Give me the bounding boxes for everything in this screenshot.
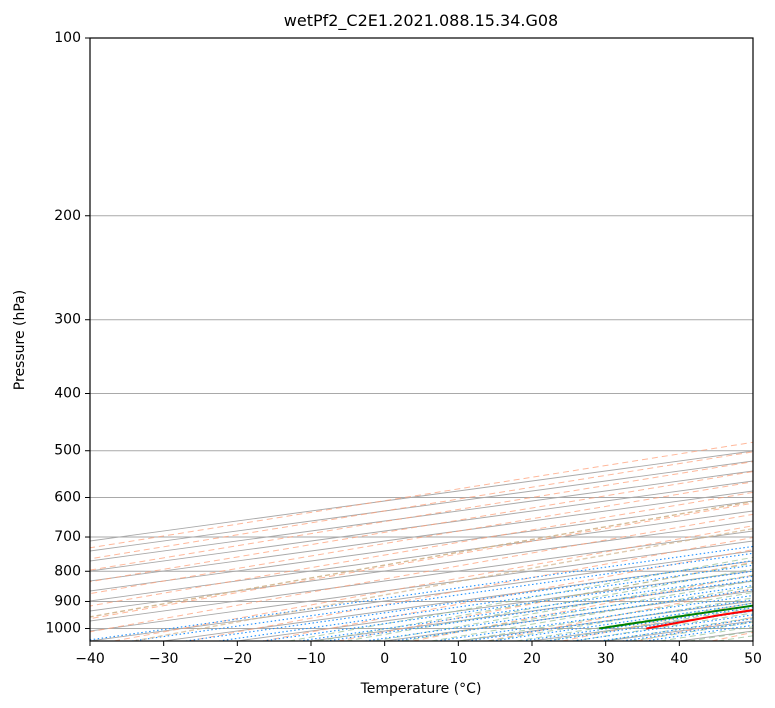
y-tick-label: 700 xyxy=(54,529,81,545)
x-tick-label: 50 xyxy=(744,651,762,667)
isotherm-line xyxy=(531,610,753,641)
dry-adiabat-line xyxy=(636,616,753,641)
y-axis-label: Pressure (hPa) xyxy=(12,290,28,390)
x-tick-label: 40 xyxy=(670,651,688,667)
y-axis-ticks: 1000 900 800 700 600 500 400 300 200 100 xyxy=(45,30,90,636)
x-tick-label: −40 xyxy=(75,651,105,667)
isotherm-line xyxy=(90,500,753,592)
moist-adiabat-line xyxy=(346,568,753,641)
moist-adiabat-line xyxy=(317,562,753,641)
isotherm-line xyxy=(90,450,753,542)
isotherm-line xyxy=(90,540,753,632)
isobar-gridlines xyxy=(90,38,753,629)
x-tick-label: 0 xyxy=(380,651,389,667)
moist-adiabat-line xyxy=(573,612,753,641)
y-tick-label: 600 xyxy=(54,489,81,505)
isotherm-line xyxy=(384,590,753,641)
isotherm-line xyxy=(90,490,753,582)
dry-adiabat-line xyxy=(114,525,753,641)
mixing-ratio-line xyxy=(365,584,753,641)
dry-adiabat-line xyxy=(338,561,753,641)
moist-adiabat-line xyxy=(431,586,753,641)
mixing-ratio-lines xyxy=(90,545,753,641)
y-tick-label: 500 xyxy=(54,443,81,459)
moist-adiabat-line xyxy=(544,607,753,641)
y-tick-label: 800 xyxy=(54,563,81,579)
moist-adiabat-line xyxy=(288,556,753,641)
dry-adiabat-line xyxy=(90,461,753,571)
isotherm-line xyxy=(90,470,753,562)
isotherm-line xyxy=(90,550,753,641)
y-tick-label: 100 xyxy=(54,30,81,46)
dry-adiabat-line xyxy=(562,602,753,641)
x-tick-label: 20 xyxy=(523,651,541,667)
x-tick-label: 10 xyxy=(449,651,467,667)
skewed-isotherms xyxy=(90,450,753,641)
moist-adiabat-line xyxy=(403,580,753,641)
temperature-profile-line xyxy=(646,609,753,630)
mixing-ratio-line xyxy=(467,599,753,641)
isotherm-line xyxy=(237,570,753,641)
reference-curve xyxy=(133,527,753,641)
chart-title: wetPf2_C2E1.2021.088.15.34.G08 xyxy=(284,11,558,31)
mixing-ratio-line xyxy=(394,588,753,641)
mixing-ratio-line xyxy=(436,594,753,641)
x-tick-label: −10 xyxy=(296,651,326,667)
dry-adiabat-line xyxy=(90,471,753,583)
isotherm-line xyxy=(90,460,753,552)
x-tick-label: −30 xyxy=(149,651,179,667)
y-tick-label: 900 xyxy=(54,593,81,609)
dry-adiabat-line xyxy=(90,491,753,607)
isotherm-line xyxy=(90,510,753,602)
moist-adiabats xyxy=(288,556,753,641)
isotherm-line xyxy=(90,520,753,612)
isotherm-line xyxy=(90,480,753,572)
y-tick-label: 200 xyxy=(54,208,81,224)
y-tick-label: 300 xyxy=(54,312,81,328)
moist-adiabat-line xyxy=(487,597,753,641)
moist-adiabat-line xyxy=(516,602,753,641)
plot-frame xyxy=(89,37,754,642)
dry-adiabat-line xyxy=(90,513,753,633)
dry-adiabat-line xyxy=(90,481,753,595)
isotherm-line xyxy=(752,640,753,641)
mixing-ratio-line xyxy=(131,552,753,641)
moist-adiabat-line xyxy=(660,626,753,641)
x-axis-label: Temperature (°C) xyxy=(360,681,482,697)
y-tick-label: 1000 xyxy=(45,620,81,636)
dry-adiabat-line xyxy=(711,631,753,641)
isotherm-line xyxy=(458,600,753,641)
isotherm-line xyxy=(90,530,753,622)
moist-adiabat-line xyxy=(689,630,753,641)
x-axis-ticks: −40 −30 −20 −10 0 10 20 30 40 50 xyxy=(75,641,762,667)
x-tick-label: 30 xyxy=(597,651,615,667)
y-tick-label: 400 xyxy=(54,386,81,402)
x-tick-label: −20 xyxy=(223,651,253,667)
isotherm-line xyxy=(679,630,753,641)
